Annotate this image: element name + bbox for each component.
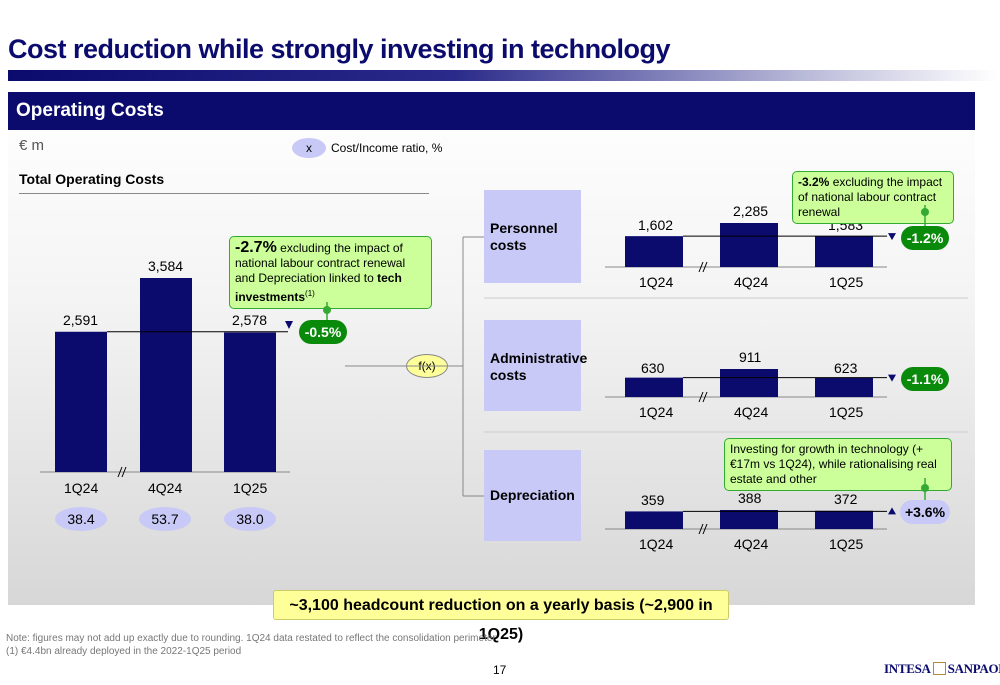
administrative-category-1q25: 1Q25	[829, 404, 864, 420]
personnel-category-1q25: 1Q25	[829, 274, 864, 290]
depreciation-callout-text: Investing for growth in technology (+€17…	[730, 442, 937, 486]
personnel-category-1q24: 1Q24	[639, 274, 674, 290]
personnel-bar-1q24	[625, 236, 683, 267]
logo-mark-icon	[932, 662, 946, 675]
total-value-label-4q24: 3,584	[148, 258, 184, 274]
total-callout-bold: tech investments	[235, 271, 402, 304]
personnel-axis-break-a	[698, 261, 704, 273]
depreciation-bar-1q24	[625, 511, 683, 529]
total-bar-4q24	[140, 278, 192, 472]
depreciation-axis-break-a	[698, 523, 704, 535]
depreciation-category-1q25: 1Q25	[829, 536, 864, 552]
total-value-label-1q24: 2,591	[63, 312, 99, 328]
total-category-1q25: 1Q25	[233, 480, 268, 496]
category-box-depreciation: Depreciation	[484, 450, 581, 541]
legend-marker: x	[292, 138, 326, 158]
personnel-category-4q24: 4Q24	[734, 274, 769, 290]
administrative-change-badge: -1.1%	[901, 367, 949, 391]
administrative-bar-1q24	[625, 377, 683, 397]
personnel-value-label-4q24: 2,285	[733, 203, 769, 219]
total-category-4q24: 4Q24	[148, 480, 183, 496]
total-callout-dot	[323, 306, 331, 314]
headcount-banner: ~3,100 headcount reduction on a yearly b…	[273, 590, 729, 643]
section-rule	[19, 193, 429, 194]
depreciation-category-4q24: 4Q24	[734, 536, 769, 552]
administrative-bar-4q24	[720, 369, 778, 397]
total-category-1q24: 1Q24	[64, 480, 99, 496]
total-bar-1q24	[55, 331, 107, 472]
personnel-value-label-1q24: 1,602	[638, 217, 674, 233]
cost-income-ratio-1q25: 38.0	[224, 507, 276, 531]
category-box-administrative: Administrative costs	[484, 320, 588, 411]
bank-logo: INTESA SANPAOLO	[884, 661, 1000, 677]
title-underline	[8, 70, 998, 81]
depreciation-bar-4q24	[720, 510, 778, 529]
depreciation-up-arrow-icon	[888, 507, 896, 515]
total-callout: -2.7% excluding the impact of national l…	[229, 236, 432, 309]
personnel-bar-4q24	[720, 223, 778, 267]
total-axis-break-a	[117, 466, 123, 478]
category-administrative-line2: costs	[490, 367, 527, 383]
depreciation-change-badge: +3.6%	[900, 500, 950, 524]
page-title: Cost reduction while strongly investing …	[8, 34, 671, 64]
total-value-label-1q25: 2,578	[232, 312, 268, 328]
depreciation-category-1q24: 1Q24	[639, 536, 674, 552]
panel-header: Operating Costs	[8, 92, 975, 130]
legend-text: Cost/Income ratio, %	[331, 141, 443, 155]
depreciation-value-label-4q24: 388	[738, 490, 762, 506]
category-administrative-line1: Administrative	[490, 350, 588, 366]
total-down-arrow-icon	[285, 321, 293, 329]
administrative-bar-1q25	[815, 377, 873, 397]
personnel-callout-pct: -3.2%	[798, 175, 830, 189]
personnel-callout-dot	[921, 208, 929, 216]
depreciation-callout-dot	[921, 484, 929, 492]
personnel-bar-1q25	[815, 236, 873, 267]
administrative-category-1q24: 1Q24	[639, 404, 674, 420]
section-title: Total Operating Costs	[19, 171, 165, 187]
administrative-value-label-4q24: 911	[739, 349, 762, 365]
depreciation-axis-break-b	[702, 523, 708, 535]
depreciation-value-label-1q25: 372	[834, 491, 858, 507]
category-box-personnel: Personnel costs	[484, 190, 581, 283]
personnel-axis-break-b	[702, 261, 708, 273]
total-callout-pct: -2.7%	[235, 239, 277, 256]
total-axis-break-b	[121, 466, 127, 478]
category-personnel-line2: costs	[490, 237, 527, 253]
footnote-2: (1) €4.4bn already deployed in the 2022-…	[6, 646, 242, 657]
logo-right-text: SANPAOLO	[947, 661, 1000, 676]
total-change-badge: -0.5%	[299, 320, 347, 344]
depreciation-value-label-1q24: 359	[641, 492, 665, 508]
personnel-down-arrow-icon	[888, 233, 896, 241]
page-number: 17	[493, 663, 507, 677]
cost-income-ratio-1q24: 38.4	[55, 507, 107, 531]
administrative-axis-break-b	[702, 391, 708, 403]
administrative-axis-break-a	[698, 391, 704, 403]
depreciation-bar-1q25	[815, 510, 873, 529]
category-depreciation-line1: Depreciation	[490, 487, 575, 503]
administrative-down-arrow-icon	[888, 374, 896, 382]
unit-label: € m	[19, 137, 45, 154]
administrative-category-4q24: 4Q24	[734, 404, 769, 420]
personnel-change-badge: -1.2%	[901, 226, 949, 250]
total-callout-sup: (1)	[305, 289, 315, 298]
personnel-callout-text: excluding the impact of national labour …	[798, 175, 943, 219]
footnote-1: Note: figures may not add up exactly due…	[6, 633, 496, 644]
administrative-value-label-1q24: 630	[641, 360, 665, 376]
logo-left-text: INTESA	[884, 661, 931, 676]
total-callout-text: excluding the impact of national labour …	[235, 241, 406, 285]
cost-income-ratio-4q24: 53.7	[139, 507, 191, 531]
administrative-value-label-1q25: 623	[834, 360, 858, 376]
depreciation-callout: Investing for growth in technology (+€17…	[724, 438, 952, 491]
category-personnel-line1: Personnel	[490, 220, 558, 236]
total-bar-1q25	[224, 332, 276, 472]
